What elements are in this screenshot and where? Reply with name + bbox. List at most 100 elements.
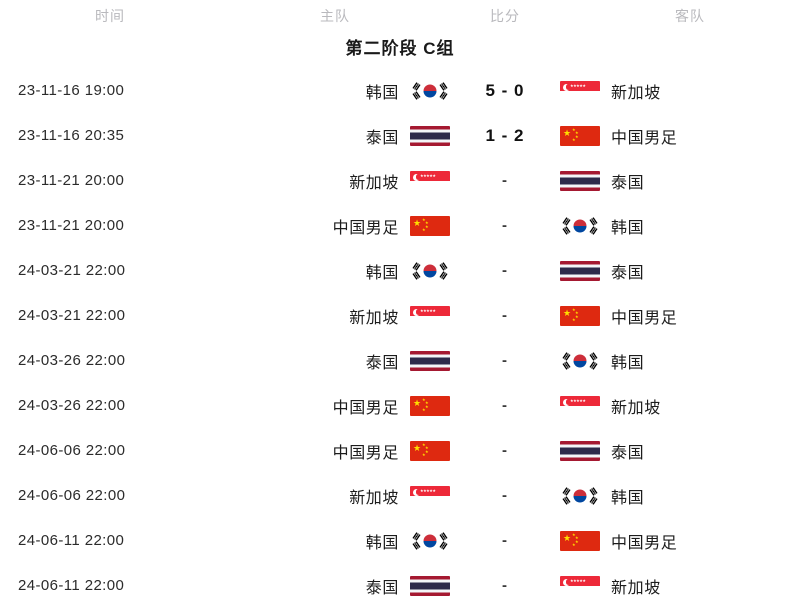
column-header-home: 主队 (320, 8, 350, 24)
home-team-name: 中国男足 (332, 444, 399, 462)
column-header-score: 比分 (490, 8, 520, 24)
away-team-name: 新加坡 (611, 579, 661, 597)
column-header-away: 客队 (675, 8, 705, 24)
match-row[interactable]: 24-06-11 22:00 泰国 - ★★★★★ 新加坡 (0, 563, 800, 608)
home-team-name: 新加坡 (349, 309, 399, 327)
match-row[interactable]: 24-03-21 22:00 新加坡 ★★★★★ - ★ ★ ★ ★ ★ 中国男足 (0, 293, 800, 338)
away-team-name: 泰国 (611, 264, 645, 282)
away-team[interactable]: 泰国 (560, 428, 790, 473)
away-team[interactable]: ★ ★ ★ ★ ★ 中国男足 (560, 518, 790, 563)
home-team-name: 中国男足 (332, 399, 399, 417)
thailand-flag (410, 125, 450, 146)
match-score-pending: - (502, 487, 508, 504)
match-row[interactable]: 24-03-26 22:00 泰国 - 韩国 (0, 338, 800, 383)
home-team[interactable]: 韩国 (228, 68, 450, 113)
away-team-name: 新加坡 (611, 399, 661, 417)
away-team-name: 中国男足 (611, 309, 678, 327)
singapore-flag: ★★★★★ (410, 170, 450, 191)
thailand-flag (560, 170, 600, 191)
away-team[interactable]: 韩国 (560, 473, 790, 518)
match-score-pending: - (502, 397, 508, 414)
match-score-pending: - (502, 262, 508, 279)
away-team[interactable]: 韩国 (560, 338, 790, 383)
match-score-pending: - (502, 442, 508, 459)
away-team-name: 新加坡 (611, 84, 661, 102)
match-score-pending: - (502, 577, 508, 594)
home-team[interactable]: 中国男足 ★ ★ ★ ★ ★ (228, 428, 450, 473)
match-score-pending: - (502, 532, 508, 549)
match-list: 23-11-16 19:00 韩国 5 - 0 ★★★★★ 新加坡 23-11-16 20… (0, 68, 800, 608)
korea-flag (410, 530, 450, 551)
home-team[interactable]: 中国男足 ★ ★ ★ ★ ★ (228, 203, 450, 248)
match-time: 24-06-11 22:00 (18, 577, 125, 594)
away-team-name: 韩国 (611, 354, 645, 372)
korea-flag (560, 215, 600, 236)
home-team[interactable]: 泰国 (228, 563, 450, 608)
match-row[interactable]: 24-06-06 22:00 中国男足 ★ ★ ★ ★ ★ - 泰国 (0, 428, 800, 473)
away-team[interactable]: ★★★★★ 新加坡 (560, 68, 790, 113)
singapore-flag: ★★★★★ (410, 485, 450, 506)
away-team[interactable]: ★ ★ ★ ★ ★ 中国男足 (560, 293, 790, 338)
away-team[interactable]: ★★★★★ 新加坡 (560, 563, 790, 608)
match-row[interactable]: 23-11-21 20:00 新加坡 ★★★★★ - 泰国 (0, 158, 800, 203)
home-team-name: 泰国 (365, 354, 399, 372)
china-flag: ★ ★ ★ ★ ★ (410, 395, 450, 416)
korea-flag (410, 80, 450, 101)
singapore-flag: ★★★★★ (410, 305, 450, 326)
china-flag: ★ ★ ★ ★ ★ (560, 530, 600, 551)
china-flag: ★ ★ ★ ★ ★ (410, 215, 450, 236)
home-team[interactable]: 泰国 (228, 113, 450, 158)
away-team[interactable]: ★ ★ ★ ★ ★ 中国男足 (560, 113, 790, 158)
match-row[interactable]: 24-03-21 22:00 韩国 - 泰国 (0, 248, 800, 293)
thailand-flag (560, 260, 600, 281)
china-flag: ★ ★ ★ ★ ★ (560, 125, 600, 146)
china-flag: ★ ★ ★ ★ ★ (560, 305, 600, 326)
stage-title: 第二阶段 C组 (345, 39, 455, 58)
korea-flag (560, 485, 600, 506)
match-time: 23-11-16 19:00 (18, 82, 125, 99)
home-team[interactable]: 新加坡 ★★★★★ (228, 158, 450, 203)
match-score-pending: - (502, 352, 508, 369)
away-team-name: 中国男足 (611, 534, 678, 552)
match-row[interactable]: 23-11-16 19:00 韩国 5 - 0 ★★★★★ 新加坡 (0, 68, 800, 113)
home-team-name: 新加坡 (349, 174, 399, 192)
home-team[interactable]: 新加坡 ★★★★★ (228, 473, 450, 518)
match-row[interactable]: 24-03-26 22:00 中国男足 ★ ★ ★ ★ ★ - ★★★★★ 新加坡 (0, 383, 800, 428)
home-team-name: 新加坡 (349, 489, 399, 507)
match-time: 23-11-21 20:00 (18, 172, 125, 189)
home-team[interactable]: 韩国 (228, 518, 450, 563)
china-flag: ★ ★ ★ ★ ★ (410, 440, 450, 461)
home-team[interactable]: 中国男足 ★ ★ ★ ★ ★ (228, 383, 450, 428)
away-team[interactable]: 泰国 (560, 158, 790, 203)
away-team-name: 泰国 (611, 174, 645, 192)
away-team[interactable]: ★★★★★ 新加坡 (560, 383, 790, 428)
match-score: 5 - 0 (485, 80, 525, 100)
thailand-flag (410, 350, 450, 371)
match-score-pending: - (502, 307, 508, 324)
thailand-flag (410, 575, 450, 596)
match-row[interactable]: 24-06-11 22:00 韩国 - ★ ★ ★ ★ ★ 中国男足 (0, 518, 800, 563)
home-team-name: 中国男足 (332, 219, 399, 237)
match-time: 24-06-06 22:00 (18, 487, 126, 504)
away-team[interactable]: 泰国 (560, 248, 790, 293)
thailand-flag (560, 440, 600, 461)
home-team[interactable]: 新加坡 ★★★★★ (228, 293, 450, 338)
singapore-flag: ★★★★★ (560, 395, 600, 416)
home-team[interactable]: 韩国 (228, 248, 450, 293)
match-time: 24-03-26 22:00 (18, 397, 126, 414)
singapore-flag: ★★★★★ (560, 575, 600, 596)
match-row[interactable]: 24-06-06 22:00 新加坡 ★★★★★ - 韩国 (0, 473, 800, 518)
match-time: 24-03-26 22:00 (18, 352, 126, 369)
match-row[interactable]: 23-11-21 20:00 中国男足 ★ ★ ★ ★ ★ - 韩国 (0, 203, 800, 248)
match-time: 24-03-21 22:00 (18, 262, 126, 279)
home-team[interactable]: 泰国 (228, 338, 450, 383)
match-time: 24-06-06 22:00 (18, 442, 126, 459)
home-team-name: 韩国 (365, 264, 399, 282)
korea-flag (410, 260, 450, 281)
home-team-name: 韩国 (365, 534, 399, 552)
away-team[interactable]: 韩国 (560, 203, 790, 248)
away-team-name: 泰国 (611, 444, 645, 462)
match-row[interactable]: 23-11-16 20:35 泰国 1 - 2 ★ ★ ★ ★ ★ 中国男足 (0, 113, 800, 158)
home-team-name: 泰国 (365, 579, 399, 597)
match-score: 1 - 2 (485, 125, 525, 145)
